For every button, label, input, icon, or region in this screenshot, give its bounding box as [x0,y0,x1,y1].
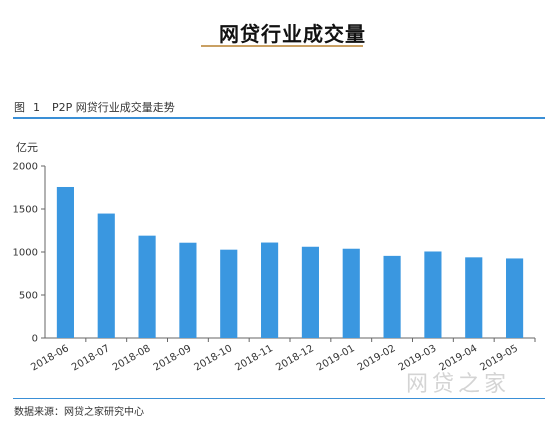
y-tick-label: 0 [32,334,38,345]
bar [261,242,279,338]
bar [465,257,483,338]
y-axis-unit: 亿元 [16,141,38,154]
x-tick-label: 2018-11 [233,343,275,373]
x-tick-label: 2018-09 [152,343,194,373]
figure-number: 1 [33,101,40,114]
y-tick-label: 500 [19,291,38,302]
x-tick-label: 2018-06 [29,343,71,373]
bar [342,248,360,338]
x-tick-label: 2019-01 [315,343,357,373]
y-tick-label: 1000 [13,248,38,259]
bar [301,246,319,338]
title-underline [201,45,363,47]
x-tick-label: 2018-07 [70,343,112,373]
source-divider [13,398,545,399]
bar [506,258,524,338]
x-tick-label: 2018-10 [193,343,235,373]
figure-caption: 图 1 P2P 网贷行业成交量走势 [14,99,175,115]
section-title: 网贷行业成交量 [219,22,366,46]
y-tick-label: 2000 [13,162,38,173]
figure-title: P2P 网贷行业成交量走势 [52,101,175,114]
bar [179,242,197,338]
x-tick-label: 2018-08 [111,343,153,373]
article-header: 网贷行业成交量 [0,0,554,70]
bar [56,186,74,338]
x-tick-label: 2019-02 [356,343,398,373]
data-source: 数据来源：网贷之家研究中心 [14,407,144,418]
bar [97,213,115,338]
bar [383,255,401,338]
x-tick-label: 2018-12 [274,343,316,373]
y-tick-label: 1500 [13,205,38,216]
watermark-logo: 网贷之家 [406,372,511,397]
caption-divider [13,117,545,119]
bar [220,249,238,338]
figure-prefix: 图 [14,101,25,114]
bar [138,235,156,338]
bar [424,251,442,338]
